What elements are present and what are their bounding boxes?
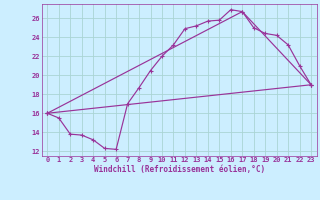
X-axis label: Windchill (Refroidissement éolien,°C): Windchill (Refroidissement éolien,°C) (94, 165, 265, 174)
